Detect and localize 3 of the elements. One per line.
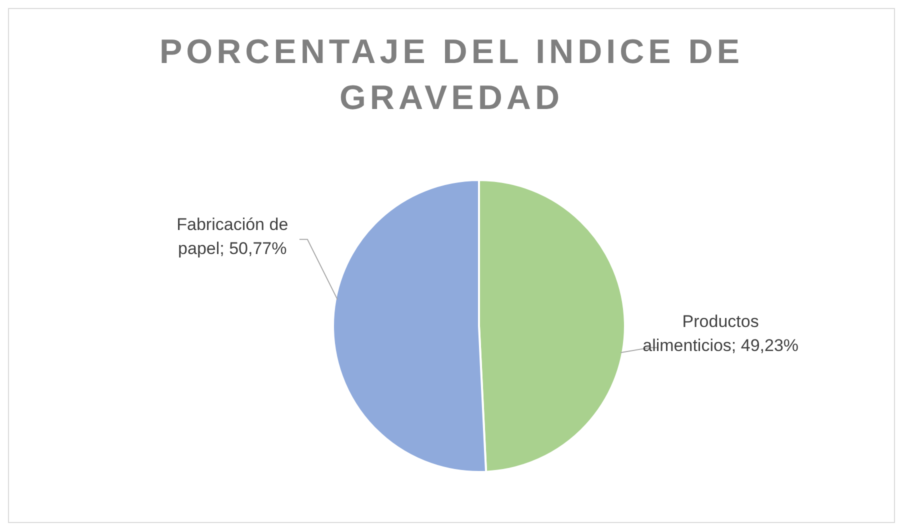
chart-title: PORCENTAJE DEL INDICE DE GRAVEDAD: [158, 32, 745, 119]
slice-label: Productos alimenticios; 49,23%: [642, 310, 800, 357]
slice-label: Fabricación de papel; 50,77%: [176, 214, 290, 260]
